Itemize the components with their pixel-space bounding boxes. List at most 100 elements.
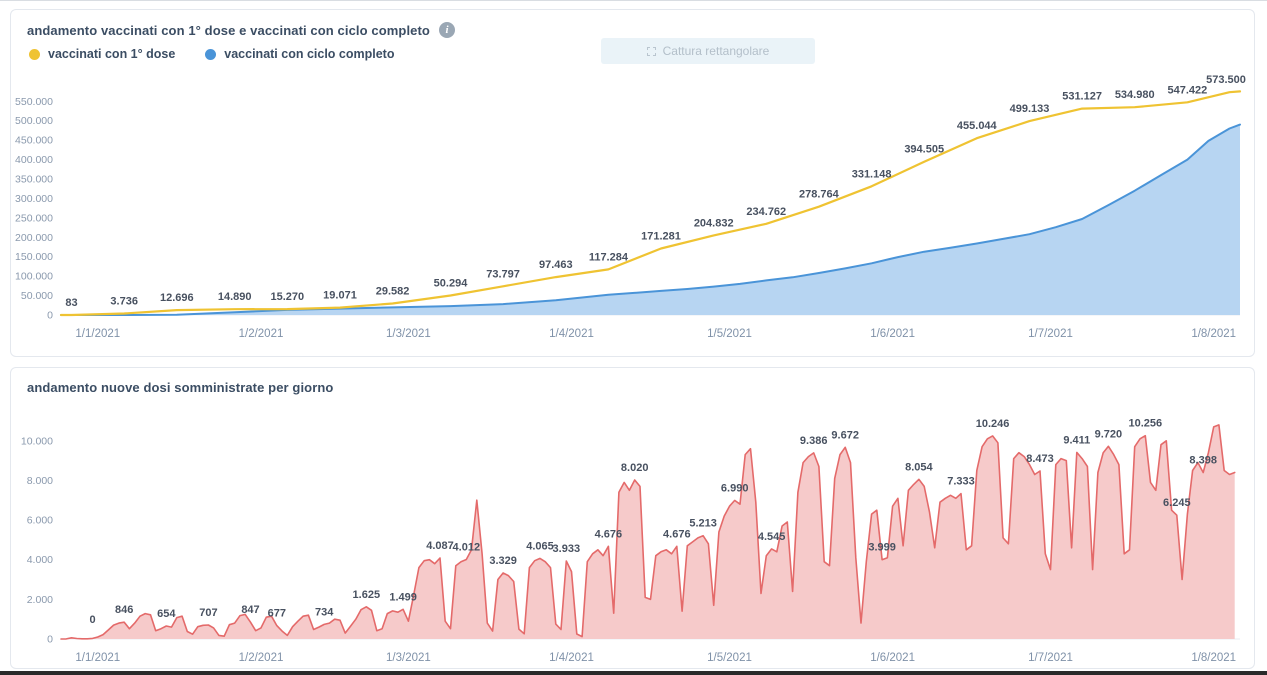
svg-text:1/1/2021: 1/1/2021 [75, 652, 120, 664]
svg-text:4.000: 4.000 [27, 554, 53, 566]
svg-text:100.000: 100.000 [15, 271, 53, 283]
svg-text:1/4/2021: 1/4/2021 [549, 328, 594, 340]
svg-text:1/8/2021: 1/8/2021 [1191, 328, 1236, 340]
svg-text:4.087: 4.087 [426, 540, 454, 552]
svg-text:1/2/2021: 1/2/2021 [239, 328, 284, 340]
svg-text:3.329: 3.329 [489, 555, 517, 567]
daily-doses-chart[interactable]: 0 2.000 4.000 6.000 8.000 10.000 1/1/2021 1/2/2… [11, 397, 1254, 669]
svg-text:278.764: 278.764 [799, 189, 840, 201]
svg-text:14.890: 14.890 [218, 291, 252, 303]
svg-text:1/5/2021: 1/5/2021 [707, 652, 752, 664]
svg-text:734: 734 [315, 606, 334, 618]
svg-text:1/5/2021: 1/5/2021 [707, 328, 752, 340]
svg-text:1/2/2021: 1/2/2021 [239, 652, 284, 664]
svg-text:1/7/2021: 1/7/2021 [1028, 652, 1073, 664]
capture-rectangle-icon [646, 46, 656, 56]
svg-text:331.148: 331.148 [852, 168, 892, 180]
svg-text:6.990: 6.990 [721, 482, 749, 494]
svg-text:1/8/2021: 1/8/2021 [1191, 652, 1236, 664]
svg-text:394.505: 394.505 [904, 144, 944, 156]
svg-text:9.720: 9.720 [1095, 428, 1123, 440]
first-dose-legend-label: vaccinati con 1° dose [48, 47, 176, 61]
svg-text:547.422: 547.422 [1168, 84, 1208, 96]
svg-text:8.000: 8.000 [27, 475, 53, 487]
svg-text:0: 0 [90, 614, 96, 626]
capture-overlay-label: Cattura rettangolare [662, 44, 770, 58]
svg-text:15.270: 15.270 [270, 291, 304, 303]
svg-text:12.696: 12.696 [160, 292, 194, 304]
svg-text:117.284: 117.284 [589, 251, 629, 263]
svg-text:204.832: 204.832 [694, 217, 734, 229]
cumulative-vaccination-chart[interactable]: 0 50.000 100.000 150.000 200.000 250.000 300.0… [11, 63, 1254, 345]
svg-text:400.000: 400.000 [15, 154, 53, 166]
svg-text:2.000: 2.000 [27, 594, 53, 606]
svg-text:4.065: 4.065 [526, 540, 554, 552]
svg-text:1/6/2021: 1/6/2021 [870, 652, 915, 664]
svg-text:707: 707 [199, 607, 217, 619]
svg-text:573.500: 573.500 [1206, 74, 1246, 86]
svg-text:10.000: 10.000 [21, 435, 53, 447]
legend-item-full-cycle[interactable]: vaccinati con ciclo completo [205, 47, 394, 61]
svg-text:4.545: 4.545 [758, 531, 786, 543]
daily-chart-title: andamento nuove dosi somministrate per g… [27, 380, 334, 395]
svg-text:1.625: 1.625 [353, 589, 381, 601]
svg-text:9.386: 9.386 [800, 435, 828, 447]
svg-text:550.000: 550.000 [15, 96, 53, 108]
svg-text:10.246: 10.246 [976, 418, 1010, 430]
svg-text:350.000: 350.000 [15, 174, 53, 186]
svg-text:4.676: 4.676 [663, 528, 691, 540]
svg-text:3.736: 3.736 [110, 296, 138, 308]
svg-text:50.000: 50.000 [21, 290, 53, 302]
svg-text:6.245: 6.245 [1163, 497, 1191, 509]
svg-text:73.797: 73.797 [486, 268, 520, 280]
info-icon[interactable]: i [438, 22, 455, 38]
svg-text:4.012: 4.012 [453, 542, 481, 554]
svg-text:450.000: 450.000 [15, 135, 53, 147]
full-cycle-legend-dot [205, 48, 217, 60]
svg-text:1/4/2021: 1/4/2021 [549, 652, 594, 664]
svg-text:1/3/2021: 1/3/2021 [386, 328, 431, 340]
svg-text:250.000: 250.000 [15, 212, 53, 224]
svg-text:1/3/2021: 1/3/2021 [386, 652, 431, 664]
svg-text:6.000: 6.000 [27, 515, 53, 527]
svg-text:83: 83 [65, 297, 77, 309]
svg-text:1/1/2021: 1/1/2021 [75, 328, 120, 340]
cumulative-vaccination-card: andamento vaccinati con 1° dose e vaccin… [10, 9, 1255, 357]
full-cycle-legend-label: vaccinati con ciclo completo [224, 47, 395, 61]
first-dose-legend-dot [29, 48, 40, 60]
svg-text:300.000: 300.000 [15, 193, 53, 205]
svg-text:171.281: 171.281 [641, 231, 681, 243]
svg-text:1/7/2021: 1/7/2021 [1028, 328, 1073, 340]
chart-legend: vaccinati con 1° dose vaccinati con cicl… [11, 38, 1254, 61]
svg-text:97.463: 97.463 [539, 259, 573, 271]
svg-text:50.294: 50.294 [434, 278, 469, 290]
svg-text:8.473: 8.473 [1026, 453, 1054, 465]
window-bottom-edge [0, 671, 1267, 675]
svg-text:499.133: 499.133 [1010, 103, 1050, 115]
svg-text:534.980: 534.980 [1115, 89, 1155, 101]
svg-text:150.000: 150.000 [15, 251, 53, 263]
svg-text:9.411: 9.411 [1063, 434, 1090, 446]
svg-text:0: 0 [47, 310, 53, 322]
svg-text:4.676: 4.676 [595, 528, 623, 540]
capture-overlay[interactable]: Cattura rettangolare [601, 38, 815, 64]
svg-text:654: 654 [157, 608, 176, 620]
svg-text:500.000: 500.000 [15, 115, 53, 127]
svg-text:3.933: 3.933 [553, 543, 581, 555]
cumulative-chart-header: andamento vaccinati con 1° dose e vaccin… [11, 10, 1254, 38]
legend-item-first-dose[interactable]: vaccinati con 1° dose [29, 47, 175, 61]
svg-text:0: 0 [47, 634, 53, 646]
daily-chart-header: andamento nuove dosi somministrate per g… [11, 368, 1254, 395]
daily-doses-card: andamento nuove dosi somministrate per g… [10, 367, 1255, 669]
cumulative-chart-title: andamento vaccinati con 1° dose e vaccin… [27, 22, 430, 38]
svg-text:10.256: 10.256 [1128, 418, 1162, 430]
svg-text:200.000: 200.000 [15, 232, 53, 244]
svg-text:1/6/2021: 1/6/2021 [870, 328, 915, 340]
svg-text:847: 847 [241, 604, 259, 616]
svg-text:455.044: 455.044 [957, 120, 998, 132]
svg-text:846: 846 [115, 604, 133, 616]
svg-text:19.071: 19.071 [323, 290, 357, 302]
svg-text:8.020: 8.020 [621, 462, 649, 474]
svg-text:5.213: 5.213 [689, 518, 717, 530]
